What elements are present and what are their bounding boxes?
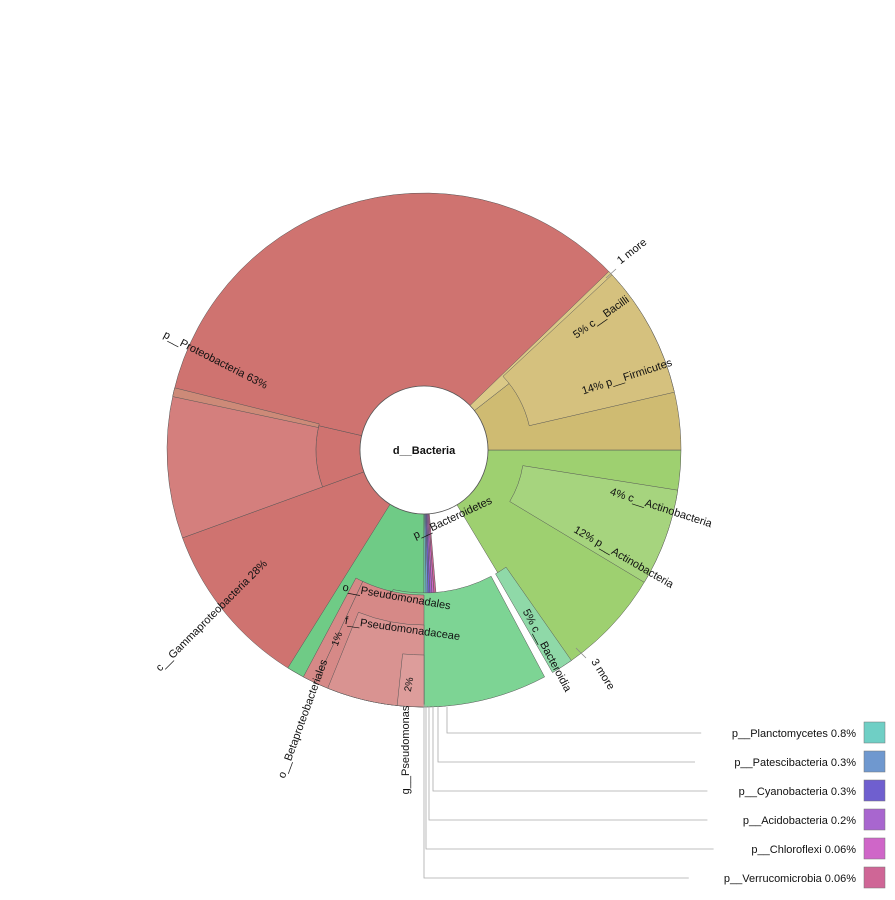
legend-swatch (863, 750, 886, 773)
legend-label: p__Patescibacteria 0.3% (734, 757, 856, 769)
wedge-betaproteobacteria[interactable] (172, 387, 320, 428)
label-3-more: 3 more (588, 657, 616, 692)
legend: p__Planctomycetes 0.8% p__Patescibacteria… (423, 704, 886, 889)
wedge-actinobacteria[interactable] (509, 465, 679, 583)
legend-label: p__Chloroflexi 0.06% (751, 844, 856, 856)
label-pseudomonas: g__Pseudomonas (400, 705, 412, 794)
legend-leader (437, 706, 695, 763)
legend-swatch (863, 721, 886, 744)
legend-label: p__Planctomycetes 0.8% (732, 728, 856, 740)
label-pseudomonas-pct: 2% (403, 676, 416, 692)
root-label: d__Bacteria (393, 445, 456, 457)
legend-swatch (863, 808, 886, 831)
center-circle[interactable] (359, 385, 489, 515)
wedge-betaproteobacteriales[interactable] (303, 577, 364, 684)
legend-label: p__Cyanobacteria 0.3% (739, 786, 857, 798)
legend-item: p__Planctomycetes 0.8% (446, 707, 886, 744)
wedge-3-more[interactable] (495, 566, 572, 673)
leader-3-more (575, 647, 587, 659)
legend-item: p__Chloroflexi 0.06% (425, 705, 886, 860)
wedge-pseudomonas[interactable] (396, 653, 425, 708)
legend-item: p__Verrucomicrobia 0.06% (423, 704, 886, 889)
legend-swatch (863, 866, 886, 889)
legend-leader (428, 705, 708, 821)
wedges-group (166, 192, 682, 708)
legend-item: p__Cyanobacteria 0.3% (432, 706, 886, 802)
leader-1-more (605, 268, 617, 279)
label-betaproteobacteriales-pct: 1% (330, 630, 345, 647)
legend-leader (446, 707, 702, 734)
legend-item: p__Acidobacteria 0.2% (428, 705, 886, 831)
label-1-more: 1 more (615, 236, 649, 267)
legend-item: p__Patescibacteria 0.3% (437, 706, 886, 773)
wedge-bacilli[interactable] (502, 274, 675, 427)
legend-label: p__Verrucomicrobia 0.06% (724, 873, 856, 885)
legend-leader (423, 704, 689, 879)
legend-label: p__Acidobacteria 0.2% (743, 815, 856, 827)
legend-leader (425, 705, 714, 850)
legend-swatch (863, 779, 886, 802)
legend-swatch (863, 837, 886, 860)
legend-leader (432, 706, 708, 792)
